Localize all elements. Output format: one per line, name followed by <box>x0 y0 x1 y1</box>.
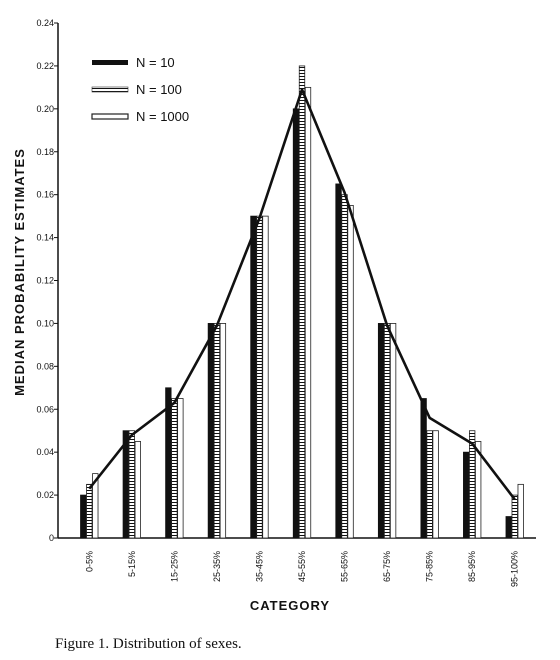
y-tick-label: 0.20 <box>36 104 54 114</box>
y-tick-label: 0.14 <box>36 233 54 243</box>
bar-n10 <box>463 451 470 539</box>
bar-n10 <box>165 387 172 539</box>
y-tick-label: 0.08 <box>36 361 54 371</box>
y-tick-label: 0.06 <box>36 404 54 414</box>
y-tick-label: 0.12 <box>36 276 54 286</box>
y-tick-label: 0.22 <box>36 61 54 71</box>
bar-n100 <box>171 398 178 539</box>
y-tick-label: 0.02 <box>36 490 54 500</box>
legend: N = 10 N = 100 N = 1000 <box>91 55 189 124</box>
x-axis-label: CATEGORY <box>250 598 330 613</box>
bar-n1000 <box>177 398 184 539</box>
y-tick-label: 0.18 <box>36 147 54 157</box>
x-tick-label: 0-5% <box>84 551 94 572</box>
bar-n100 <box>341 194 348 539</box>
bar-n100 <box>511 494 518 539</box>
x-tick-label: 45-55% <box>297 551 307 582</box>
bar-n1000 <box>389 323 397 539</box>
bar-n10 <box>207 323 215 539</box>
x-tick-label: 35-45% <box>254 551 264 582</box>
bar-n10 <box>335 183 342 539</box>
y-tick-label: 0.16 <box>36 190 54 200</box>
legend-label: N = 10 <box>136 55 175 70</box>
bar-chart: 0 0.02 0.04 0.06 0.08 0.10 0.12 0.14 0.16 0.18 0.2… <box>12 18 536 613</box>
legend-label: N = 1000 <box>136 109 189 124</box>
bar-n1000 <box>475 441 482 539</box>
y-tick-label: 0.04 <box>36 447 54 457</box>
x-tick-label: 5-15% <box>127 551 137 577</box>
x-tick-label: 95-100% <box>510 551 520 587</box>
bar-n10 <box>420 398 427 539</box>
axes: 0 0.02 0.04 0.06 0.08 0.10 0.12 0.14 0.16 0.18 0.2… <box>36 18 536 587</box>
legend-swatch-n10 <box>92 60 128 65</box>
bar-n1000 <box>262 215 269 539</box>
bar-n100 <box>298 65 306 539</box>
bars <box>80 65 524 539</box>
bar-n10 <box>505 516 512 539</box>
x-tick-label: 25-35% <box>212 551 222 582</box>
trend-line <box>88 88 516 501</box>
x-tick-label: 65-75% <box>382 551 392 582</box>
bar-n10 <box>122 430 129 539</box>
figure-caption: Figure 1. Distribution of sexes. <box>55 636 242 652</box>
y-tick-label: 0.24 <box>36 18 54 28</box>
bar-n10 <box>250 215 257 539</box>
legend-label: N = 100 <box>136 82 182 97</box>
legend-swatch-n100 <box>91 86 129 93</box>
y-tick-label: 0.10 <box>36 318 54 328</box>
x-tick-label: 85-95% <box>467 551 477 582</box>
x-tick-label: 55-65% <box>340 551 350 582</box>
bar-n100 <box>426 430 433 539</box>
bar-n1000 <box>304 86 312 539</box>
bar-n100 <box>256 215 263 539</box>
bar-n10 <box>377 323 385 539</box>
legend-swatch-n1000 <box>91 113 129 120</box>
bar-n100 <box>383 323 391 539</box>
bar-n10 <box>80 494 87 539</box>
x-tick-label: 15-25% <box>169 551 179 582</box>
bar-n100 <box>213 323 221 539</box>
bar-n1000 <box>219 323 227 539</box>
y-tick-label: 0 <box>49 533 54 543</box>
bar-n100 <box>128 430 135 539</box>
bar-n1000 <box>432 430 439 539</box>
bar-n10 <box>292 108 300 539</box>
bar-n1000 <box>134 441 141 539</box>
bar-n1000 <box>92 473 99 539</box>
y-axis-label: MEDIAN PROBABILITY ESTIMATES <box>12 148 27 396</box>
bar-n1000 <box>347 204 354 539</box>
bar-n1000 <box>517 483 524 539</box>
x-tick-label: 75-85% <box>425 551 435 582</box>
bar-n100 <box>469 430 476 539</box>
trend-line-n10 <box>88 88 516 501</box>
bar-n100 <box>86 483 93 539</box>
